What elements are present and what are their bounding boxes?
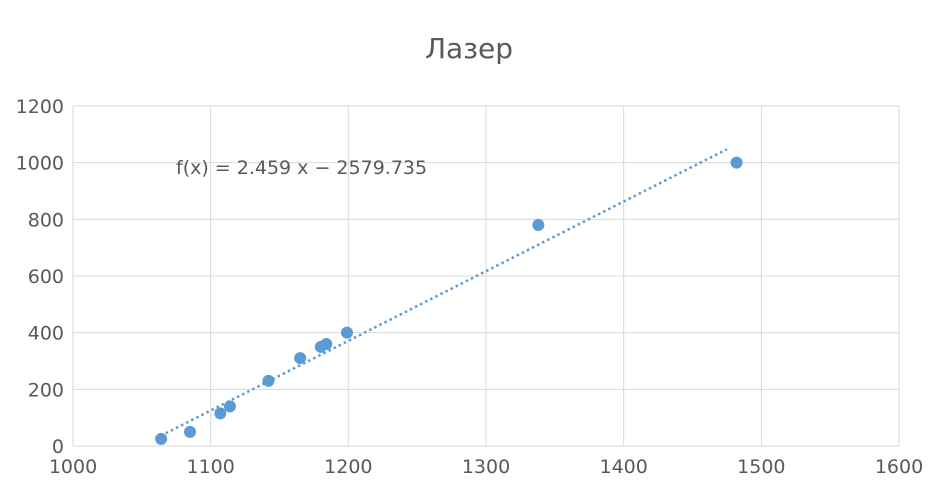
- x-tick-label: 1100: [186, 456, 234, 478]
- x-tick-label: 1300: [462, 456, 510, 478]
- y-tick-label: 600: [28, 266, 64, 288]
- data-point: [730, 156, 743, 169]
- data-point: [532, 219, 545, 231]
- y-tick-label: 200: [28, 379, 64, 401]
- data-point: [320, 338, 333, 350]
- data-point: [155, 432, 168, 445]
- y-tick-label: 1200: [16, 96, 64, 118]
- x-tick-label: 1500: [737, 456, 785, 478]
- y-tick-label: 1000: [16, 153, 64, 175]
- trendline-equation: f(x) = 2.459 x − 2579.735: [176, 157, 427, 179]
- x-tick-label: 1400: [599, 456, 647, 478]
- data-point: [262, 374, 275, 387]
- trendline-group: [155, 148, 728, 440]
- chart-title: Лазер: [425, 32, 513, 65]
- y-tick-label: 0: [52, 436, 64, 458]
- trendline: [155, 148, 728, 440]
- grid: [73, 105, 900, 446]
- y-tick-label: 800: [28, 209, 64, 231]
- data-point: [184, 425, 197, 438]
- tick-labels: 0 200 400 600 800 1000 1200 1000 1100 1200 1300 140…: [16, 96, 924, 478]
- data-point: [214, 407, 227, 420]
- x-tick-label: 1200: [324, 456, 372, 478]
- data-point: [223, 400, 236, 413]
- data-points: [155, 156, 743, 445]
- data-point: [340, 326, 353, 339]
- data-point: [294, 352, 307, 365]
- x-tick-label: 1600: [875, 456, 923, 478]
- y-tick-label: 400: [28, 323, 64, 345]
- axes: [72, 106, 899, 447]
- x-tick-label: 1000: [49, 456, 97, 478]
